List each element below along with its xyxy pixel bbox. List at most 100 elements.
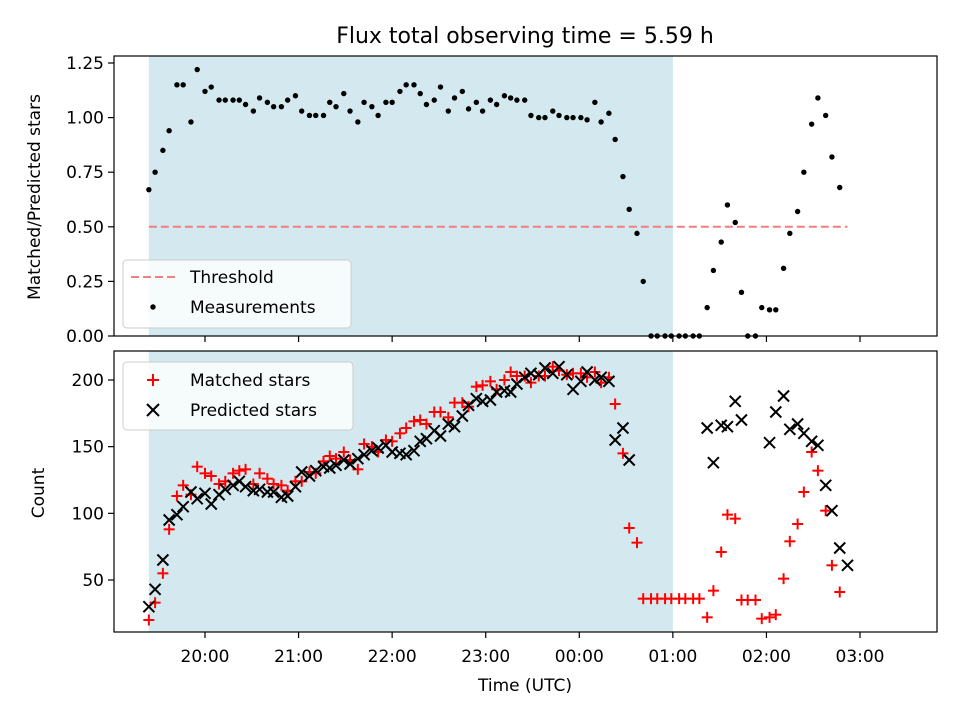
predicted-star-point xyxy=(456,409,469,423)
x-tick-label: 02:00 xyxy=(742,647,791,667)
measurement-point xyxy=(216,97,222,103)
predicted-star-point xyxy=(616,421,630,435)
matched-star-point xyxy=(143,614,155,626)
x-tick-label: 01:00 xyxy=(648,647,697,667)
measurement-point xyxy=(389,99,395,106)
matched-star-point xyxy=(205,470,217,482)
measurement-point xyxy=(431,97,437,103)
matched-star-point xyxy=(770,609,782,621)
matched-star-point xyxy=(764,611,776,623)
matched-star-point xyxy=(820,505,832,517)
measurement-point xyxy=(230,97,236,103)
measurement-point xyxy=(787,230,793,237)
predicted-legend-icon xyxy=(146,403,160,417)
measurement-point xyxy=(417,90,423,97)
x-axis-label: Time (UTC) xyxy=(477,676,572,696)
matched-star-point xyxy=(806,446,818,458)
predicted-star-point xyxy=(729,395,742,408)
top-legend: Threshold Measurements xyxy=(122,259,352,329)
measurement-point xyxy=(397,88,403,95)
predicted-star-point xyxy=(407,444,421,457)
predicted-star-point xyxy=(434,429,447,443)
predicted-star-point xyxy=(148,583,162,596)
matched-star-point xyxy=(414,414,426,426)
predicted-star-point xyxy=(357,448,371,461)
top-chart-title: Flux total observing time = 5.59 h xyxy=(336,24,714,49)
measurement-point xyxy=(592,99,598,106)
measurements-legend-icon xyxy=(150,304,156,310)
measurement-point xyxy=(327,99,333,106)
measurement-point xyxy=(333,103,339,110)
measurement-point xyxy=(550,108,556,114)
measurement-point xyxy=(361,99,367,106)
predicted-star-point xyxy=(811,439,825,452)
measurement-point xyxy=(759,304,765,311)
measurement-point xyxy=(570,114,576,121)
matched-star-point xyxy=(163,523,175,535)
measurement-point xyxy=(369,103,375,110)
predicted-star-point xyxy=(442,417,455,431)
predicted-star-point xyxy=(791,417,804,431)
measurement-point xyxy=(208,84,214,90)
matched-star-point xyxy=(240,463,252,475)
matched-star-point xyxy=(330,453,342,465)
measurement-point xyxy=(773,307,779,313)
top-y-tick-label: 0.25 xyxy=(66,272,104,292)
predicted-star-point xyxy=(777,389,790,403)
matched-star-point xyxy=(324,450,336,462)
measurement-point xyxy=(437,84,444,90)
matched-star-point xyxy=(812,465,824,477)
top-y-tick-label: 0.75 xyxy=(66,163,104,183)
measurement-point xyxy=(347,108,353,114)
matched-star-point xyxy=(261,473,273,485)
predicted-star-point xyxy=(371,441,385,455)
matched-star-point xyxy=(715,546,727,558)
bottom-axes-frame xyxy=(113,350,938,633)
matched-star-point xyxy=(171,490,183,502)
measurement-point xyxy=(493,101,500,108)
predicted-star-point xyxy=(351,452,365,465)
matched-star-point xyxy=(318,455,330,467)
matched-star-point xyxy=(442,411,454,423)
predicted-star-point xyxy=(805,435,818,448)
predicted-star-point xyxy=(707,456,720,469)
predicted-star-point xyxy=(448,420,461,433)
matched-star-point xyxy=(547,361,559,373)
matched-star-point xyxy=(505,366,517,378)
measurement-point xyxy=(542,114,548,121)
matched-star-point xyxy=(581,371,593,383)
measurement-point xyxy=(829,154,835,160)
measurement-point xyxy=(822,112,829,119)
top-y-axis-label: Matched/Predicted stars xyxy=(25,94,45,300)
measurement-point xyxy=(278,103,285,110)
measurement-point xyxy=(445,108,451,114)
matched-star-point xyxy=(784,535,796,547)
predicted-star-point xyxy=(226,479,240,492)
predicted-star-point xyxy=(783,423,797,436)
bottom-y-tick-label: 150 xyxy=(72,438,104,458)
matched-star-point xyxy=(498,374,510,386)
x-tick-label: 22:00 xyxy=(368,647,417,667)
measurement-point xyxy=(166,128,172,134)
measurement-point xyxy=(174,82,180,88)
predicted-star-point xyxy=(484,393,497,407)
bottom-y-tick-label: 50 xyxy=(82,571,104,591)
bottom-y-tick-label: 100 xyxy=(72,504,104,524)
measurement-point xyxy=(264,99,271,106)
matched-star-point xyxy=(233,465,245,477)
matched-star-point xyxy=(157,567,169,579)
predicted-star-point xyxy=(239,480,252,493)
measurement-point xyxy=(146,186,152,193)
predicted-star-point xyxy=(504,385,517,399)
matched-star-point xyxy=(778,573,790,585)
predicted-star-point xyxy=(253,483,266,496)
matched-star-point xyxy=(721,509,733,521)
measurement-point xyxy=(250,108,257,114)
x-tick-label: 03:00 xyxy=(836,647,885,667)
predicted-star-point xyxy=(323,461,336,475)
matched-star-point xyxy=(792,518,804,530)
measurement-point xyxy=(578,114,584,121)
x-tick-label: 00:00 xyxy=(555,647,604,667)
predicted-star-point xyxy=(289,480,302,493)
